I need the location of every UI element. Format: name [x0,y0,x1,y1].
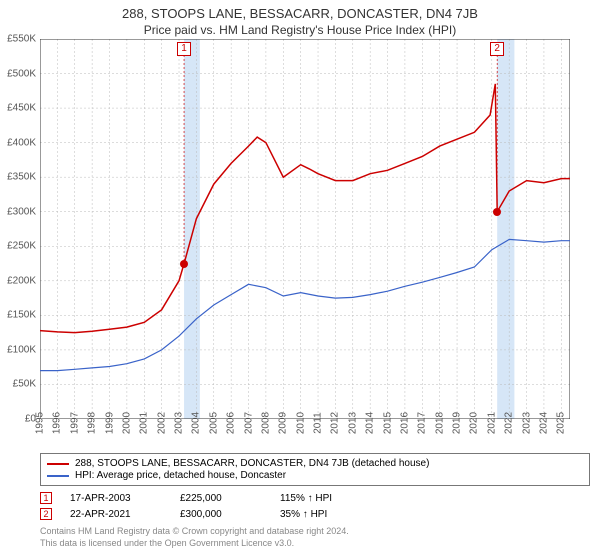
legend-swatch [47,475,69,477]
x-tick-label: 2015 [382,412,393,434]
x-tick-label: 2001 [139,412,150,434]
sale-index-box: 1 [40,492,52,504]
y-tick-label: £200K [7,275,36,286]
x-tick-label: 2003 [174,412,185,434]
sale-row: 2 22-APR-2021£300,00035% ↑ HPI [40,506,590,522]
sale-price: £225,000 [180,493,280,504]
x-tick-label: 2000 [121,412,132,434]
sale-date: 22-APR-2021 [70,509,180,520]
x-tick-label: 2005 [208,412,219,434]
x-tick-label: 2023 [521,412,532,434]
x-tick-label: 2004 [191,412,202,434]
x-tick-label: 2006 [226,412,237,434]
sale-index-box: 2 [40,508,52,520]
licence-line: This data is licensed under the Open Gov… [40,538,590,550]
sale-dot [493,208,501,216]
x-tick-label: 2025 [556,412,567,434]
sales-table: 1 17-APR-2003£225,000115% ↑ HPI 2 22-APR-20… [40,490,590,522]
y-tick-label: £450K [7,103,36,114]
sale-hpi: 35% ↑ HPI [280,509,380,520]
y-tick-label: £250K [7,241,36,252]
legend: 288, STOOPS LANE, BESSACARR, DONCASTER, … [40,453,590,486]
y-tick-label: £150K [7,310,36,321]
x-tick-label: 2022 [504,412,515,434]
x-tick-label: 2019 [452,412,463,434]
x-tick-label: 1998 [87,412,98,434]
y-tick-label: £300K [7,206,36,217]
y-tick-label: £350K [7,172,36,183]
page-title: 288, STOOPS LANE, BESSACARR, DONCASTER, … [0,0,600,21]
chart-svg [40,39,570,419]
y-tick-label: £500K [7,68,36,79]
y-tick-label: £100K [7,344,36,355]
y-tick-label: £50K [13,379,36,390]
x-tick-label: 2024 [538,412,549,434]
x-tick-label: 2012 [330,412,341,434]
x-tick-label: 2018 [434,412,445,434]
legend-label: 288, STOOPS LANE, BESSACARR, DONCASTER, … [75,458,429,469]
x-tick-label: 1997 [69,412,80,434]
licence-line: Contains HM Land Registry data © Crown c… [40,526,590,538]
sale-row: 1 17-APR-2003£225,000115% ↑ HPI [40,490,590,506]
x-tick-label: 2002 [156,412,167,434]
x-tick-label: 2008 [260,412,271,434]
x-tick-label: 2007 [243,412,254,434]
y-tick-label: £550K [7,34,36,45]
x-tick-label: 2021 [486,412,497,434]
x-tick-label: 2014 [365,412,376,434]
page-subtitle: Price paid vs. HM Land Registry's House … [0,21,600,39]
legend-label: HPI: Average price, detached house, Donc… [75,470,286,481]
x-tick-label: 2009 [278,412,289,434]
chart-area: £0£50K£100K£150K£200K£250K£300K£350K£400… [40,39,570,419]
x-tick-label: 2010 [295,412,306,434]
sale-price: £300,000 [180,509,280,520]
x-tick-label: 2016 [399,412,410,434]
licence-text: Contains HM Land Registry data © Crown c… [40,526,590,549]
legend-row: HPI: Average price, detached house, Donc… [47,470,583,481]
x-tick-label: 2013 [347,412,358,434]
x-tick-label: 2020 [469,412,480,434]
legend-row: 288, STOOPS LANE, BESSACARR, DONCASTER, … [47,458,583,469]
sale-dot [180,260,188,268]
x-tick-label: 1995 [35,412,46,434]
sale-callout: 1 [177,42,191,56]
x-tick-label: 2017 [417,412,428,434]
x-tick-label: 1996 [52,412,63,434]
sale-date: 17-APR-2003 [70,493,180,504]
x-tick-label: 2011 [313,412,324,434]
y-tick-label: £400K [7,137,36,148]
sale-hpi: 115% ↑ HPI [280,493,380,504]
x-tick-label: 1999 [104,412,115,434]
sale-callout: 2 [490,42,504,56]
legend-swatch [47,463,69,465]
